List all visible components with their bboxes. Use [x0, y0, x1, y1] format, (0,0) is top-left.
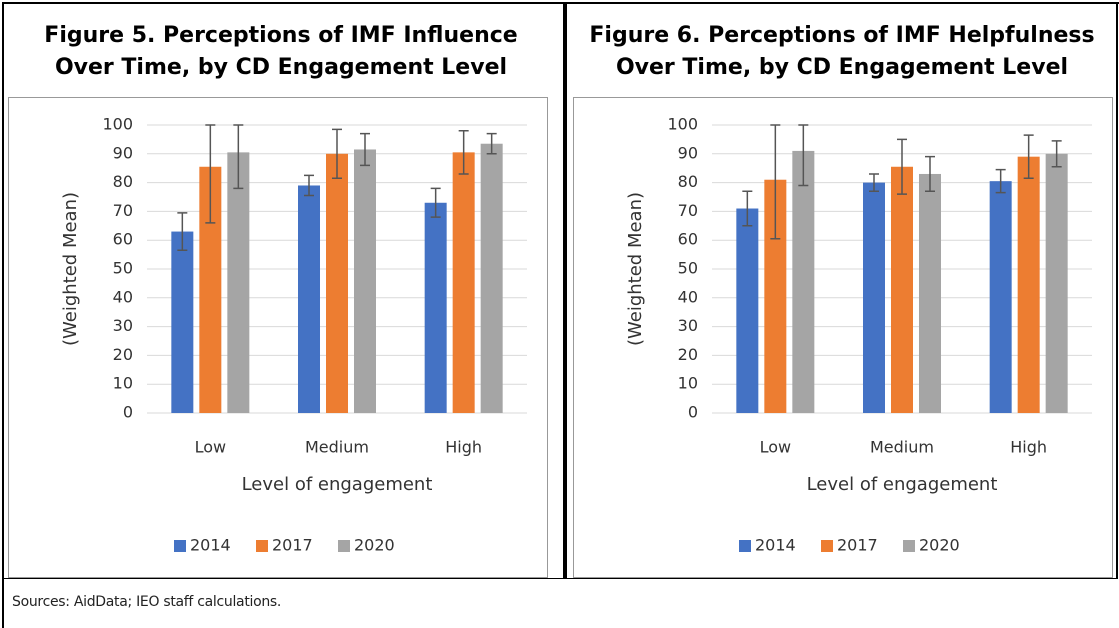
- x-tick-label: Low: [760, 438, 792, 457]
- bar: [424, 202, 447, 413]
- y-tick-label: 40: [113, 287, 133, 306]
- y-tick-label: 100: [102, 115, 133, 134]
- y-tick-label: 30: [678, 316, 698, 335]
- legend-swatch: [821, 540, 833, 552]
- x-axis-label: Level of engagement: [242, 474, 433, 495]
- bar: [227, 152, 250, 414]
- y-tick-label: 90: [678, 143, 698, 162]
- x-tick-label: Low: [195, 438, 227, 457]
- chart-box: 0 10 20 30 40 50 60 70 80 90 100 (Weighted Mean) Lev…: [573, 97, 1113, 578]
- error-bar: [332, 128, 342, 180]
- y-tick-label: 100: [667, 115, 698, 134]
- x-tick-label: Medium: [870, 438, 934, 457]
- y-tick-label: 40: [678, 287, 698, 306]
- legend-label: 2017: [272, 536, 313, 555]
- x-axis-label: Level of engagement: [807, 474, 998, 495]
- frame-right: [1116, 2, 1118, 578]
- frame-top: [2, 2, 1119, 4]
- y-tick-label: 10: [113, 374, 133, 393]
- error-bar: [1023, 134, 1034, 180]
- bar: [298, 185, 320, 413]
- bar: [919, 173, 941, 413]
- legend-label: 2014: [755, 536, 796, 555]
- legend-label: 2020: [354, 536, 395, 555]
- y-tick-label: 70: [678, 201, 698, 220]
- legend-swatch: [256, 540, 268, 552]
- bar: [764, 179, 787, 413]
- y-tick-label: 70: [113, 201, 133, 220]
- chart-box: 0 10 20 30 40 50 60 70 80 90 100 (Weighted Mean) Lev…: [8, 97, 548, 578]
- bar: [1017, 156, 1040, 413]
- bar: [480, 143, 503, 413]
- bar: [326, 153, 348, 414]
- error-bar: [360, 132, 370, 167]
- y-tick-label: 50: [113, 259, 133, 278]
- error-bar: [233, 124, 244, 190]
- error-bar: [205, 124, 216, 224]
- y-tick-label: 60: [113, 230, 133, 249]
- y-tick-label: 50: [678, 259, 698, 278]
- y-tick-label: 20: [113, 345, 133, 364]
- chart-title: Figure 6. Perceptions of IMF Helpfulness…: [589, 23, 1095, 80]
- y-tick-label: 80: [113, 172, 133, 191]
- bar: [792, 150, 815, 414]
- legend-swatch: [739, 540, 751, 552]
- error-bar: [458, 130, 469, 175]
- frame-left: [2, 2, 4, 628]
- y-tick-label: 0: [123, 403, 133, 422]
- y-tick-label: 0: [688, 403, 698, 422]
- y-tick-label: 10: [678, 374, 698, 393]
- bar: [1045, 153, 1068, 414]
- bar: [736, 208, 759, 413]
- error-bar: [995, 168, 1006, 194]
- chart: 0 10 20 30 40 50 60 70 80 90 100 (Weighted Mean) Lev…: [625, 115, 1092, 555]
- chart-title: Figure 5. Perceptions of IMF Influence O…: [44, 23, 518, 80]
- legend-swatch: [338, 540, 350, 552]
- error-bar: [486, 132, 497, 155]
- y-tick-label: 80: [678, 172, 698, 191]
- x-tick-label: High: [445, 438, 482, 457]
- x-tick-label: High: [1010, 438, 1047, 457]
- bar: [199, 166, 222, 413]
- bar: [354, 149, 376, 414]
- legend-label: 2017: [837, 536, 878, 555]
- error-bar: [925, 155, 935, 192]
- error-bar: [1051, 140, 1062, 168]
- y-tick-label: 60: [678, 230, 698, 249]
- legend-label: 2014: [190, 536, 231, 555]
- chart: 0 10 20 30 40 50 60 70 80 90 100 (Weighted Mean) Lev…: [60, 115, 527, 555]
- frame-bottom: [2, 578, 1118, 579]
- bar: [989, 181, 1012, 413]
- error-bar: [177, 212, 188, 252]
- error-bar: [897, 138, 907, 195]
- y-tick-label: 90: [113, 143, 133, 162]
- bar: [452, 152, 475, 414]
- y-axis-label: (Weighted Mean): [625, 192, 646, 346]
- legend-label: 2020: [919, 536, 960, 555]
- error-bar: [798, 124, 809, 187]
- x-tick-label: Medium: [305, 438, 369, 457]
- y-tick-label: 30: [113, 316, 133, 335]
- error-bar: [742, 190, 753, 227]
- source-note: Sources: AidData; IEO staff calculations…: [12, 594, 282, 610]
- legend-swatch: [903, 540, 915, 552]
- bar: [171, 231, 194, 413]
- y-axis-label: (Weighted Mean): [60, 192, 81, 346]
- y-tick-label: 20: [678, 345, 698, 364]
- error-bar: [770, 124, 781, 240]
- bar: [863, 182, 885, 413]
- bar: [891, 166, 913, 413]
- error-bar: [430, 187, 441, 218]
- legend-swatch: [174, 540, 186, 552]
- error-bar: [304, 174, 314, 197]
- divider: [563, 2, 567, 578]
- error-bar: [869, 173, 879, 192]
